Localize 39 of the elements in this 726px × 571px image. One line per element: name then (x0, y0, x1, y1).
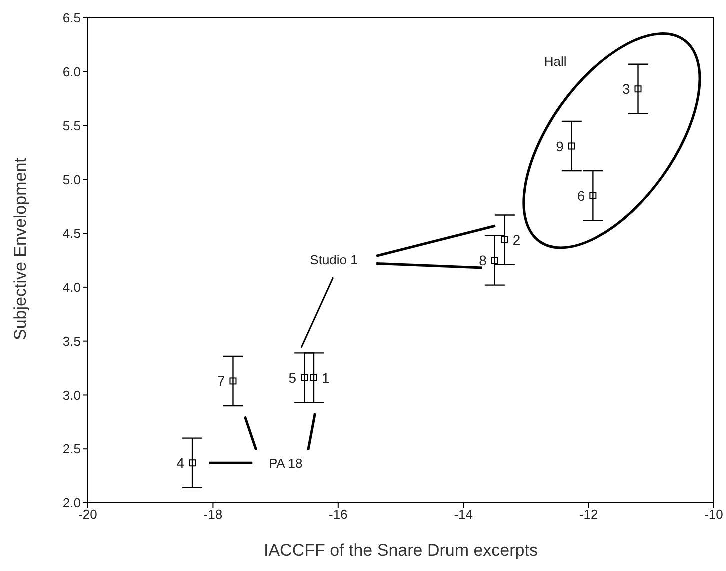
y-tick-label: 4.5 (62, 226, 81, 242)
point (189, 460, 196, 467)
y-tick-label: 3.0 (62, 388, 81, 403)
y-tick-label: 4.0 (62, 280, 81, 296)
annotation: 8 (479, 252, 488, 268)
annotation: PA 18 (268, 456, 303, 472)
x-tick-label: -12 (579, 507, 598, 522)
y-tick-label: 3.5 (62, 334, 81, 349)
x-tick-label: -14 (454, 507, 473, 522)
y-tick-label: 5.5 (62, 118, 81, 134)
point (634, 86, 642, 93)
annotation: Studio 1 (310, 252, 358, 268)
annotation: Hall (544, 54, 567, 70)
y-tick-label: 6.5 (62, 10, 81, 26)
x-tick-label: -20 (78, 507, 98, 522)
annotation: 2 (512, 232, 521, 248)
y-tick-label: 2.5 (62, 442, 81, 457)
y-tick-label: 6.0 (62, 64, 81, 80)
point (230, 378, 237, 385)
annotation: 6 (577, 188, 586, 204)
annotation: 7 (217, 373, 226, 390)
point (568, 142, 576, 150)
x-tick-label: -16 (329, 507, 348, 522)
y-tick-label: 2.0 (62, 496, 81, 511)
point (301, 374, 308, 382)
point (501, 236, 508, 244)
annotation: 4 (176, 455, 185, 472)
x-axis-title: IACCFF of the Snare Drum excerpts (264, 541, 538, 560)
x-tick-label: -10 (704, 507, 724, 522)
point (310, 374, 318, 382)
x-tick-label: -18 (204, 507, 223, 522)
y-axis-title: Subjective Envelopment (11, 158, 30, 340)
annotation: 5 (288, 370, 297, 386)
annotation: 9 (556, 138, 564, 154)
y-tick-label: 5.0 (62, 172, 81, 188)
point (590, 192, 597, 200)
point (491, 257, 498, 264)
annotation: 3 (622, 81, 630, 98)
annotation: 1 (322, 370, 330, 386)
